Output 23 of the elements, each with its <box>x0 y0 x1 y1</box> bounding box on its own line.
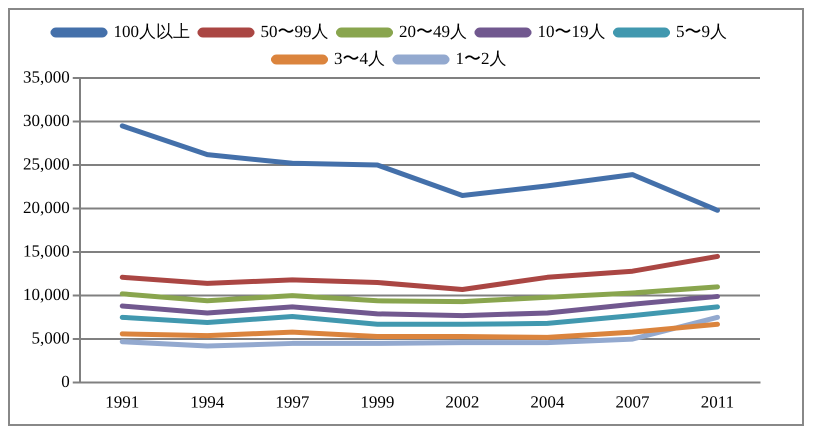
x-tick-label: 1994 <box>190 392 225 412</box>
y-tick-label: 25,000 <box>23 154 70 174</box>
x-tick-label: 2007 <box>615 392 650 412</box>
y-tick-label: 0 <box>61 372 70 392</box>
y-tick-label: 5,000 <box>32 328 70 348</box>
x-tick-label: 1997 <box>275 392 310 412</box>
legend-label: 100人以上 <box>114 22 190 41</box>
x-tick-label: 1999 <box>360 392 394 412</box>
legend-label: 3〜4人 <box>334 48 385 68</box>
x-tick-label: 1991 <box>105 392 140 412</box>
y-tick-label: 35,000 <box>23 67 70 86</box>
y-tick-label: 20,000 <box>23 198 70 218</box>
y-tick-label: 30,000 <box>23 110 70 130</box>
legend-label: 20〜49人 <box>399 22 467 41</box>
x-tick-label: 2011 <box>700 392 734 412</box>
x-tick-label: 2002 <box>445 392 480 412</box>
x-tick-label: 2004 <box>530 392 565 412</box>
legend-label: 50〜99人 <box>260 22 328 41</box>
y-tick-label: 10,000 <box>23 285 70 304</box>
legend-label: 1〜2人 <box>456 48 506 68</box>
legend-label: 5〜9人 <box>676 22 727 41</box>
y-tick-label: 15,000 <box>23 242 70 261</box>
legend-label: 10〜19人 <box>538 22 606 41</box>
